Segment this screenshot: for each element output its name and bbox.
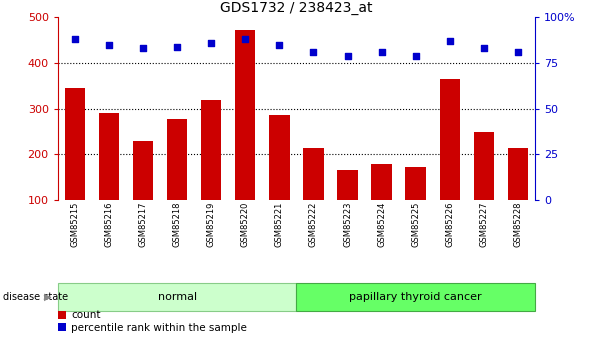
Bar	[201, 99, 221, 200]
Text: GSM85225: GSM85225	[411, 202, 420, 247]
Text: papillary thyroid cancer: papillary thyroid cancer	[350, 292, 482, 302]
Point	[343, 53, 353, 58]
Bar	[133, 141, 153, 200]
Text: GSM85218: GSM85218	[173, 202, 182, 247]
Point	[240, 37, 250, 42]
Point	[479, 46, 489, 51]
Text: ▶: ▶	[44, 292, 52, 302]
Text: GSM85217: GSM85217	[139, 202, 148, 247]
Bar	[337, 170, 358, 200]
Bar	[474, 132, 494, 200]
Point	[274, 42, 284, 48]
Text: GSM85227: GSM85227	[479, 202, 488, 247]
Legend: count, percentile rank within the sample: count, percentile rank within the sample	[58, 310, 247, 333]
Point	[513, 49, 523, 55]
Bar	[167, 119, 187, 200]
Text: GSM85219: GSM85219	[207, 202, 216, 247]
Bar	[269, 115, 289, 200]
Text: GSM85222: GSM85222	[309, 202, 318, 247]
Bar	[440, 79, 460, 200]
Text: GSM85228: GSM85228	[514, 202, 522, 247]
Text: GSM85224: GSM85224	[377, 202, 386, 247]
Bar	[64, 88, 85, 200]
Point	[206, 40, 216, 46]
Bar	[406, 167, 426, 200]
Point	[70, 37, 80, 42]
Bar	[235, 30, 255, 200]
Point	[172, 44, 182, 49]
Point	[377, 49, 387, 55]
Point	[411, 53, 421, 58]
Point	[104, 42, 114, 48]
Text: GSM85221: GSM85221	[275, 202, 284, 247]
Bar	[98, 113, 119, 200]
Text: GSM85226: GSM85226	[445, 202, 454, 247]
Title: GDS1732 / 238423_at: GDS1732 / 238423_at	[220, 1, 373, 15]
Text: GSM85220: GSM85220	[241, 202, 250, 247]
Text: GSM85216: GSM85216	[105, 202, 114, 247]
Bar	[508, 148, 528, 200]
Text: GSM85215: GSM85215	[71, 202, 79, 247]
Text: GSM85223: GSM85223	[343, 202, 352, 247]
Point	[138, 46, 148, 51]
Bar	[58, 283, 296, 310]
Text: disease state: disease state	[3, 292, 68, 302]
Point	[445, 38, 455, 44]
Bar	[303, 148, 323, 200]
Bar	[371, 164, 392, 200]
Point	[309, 49, 319, 55]
Bar	[296, 283, 535, 310]
Text: normal: normal	[157, 292, 196, 302]
